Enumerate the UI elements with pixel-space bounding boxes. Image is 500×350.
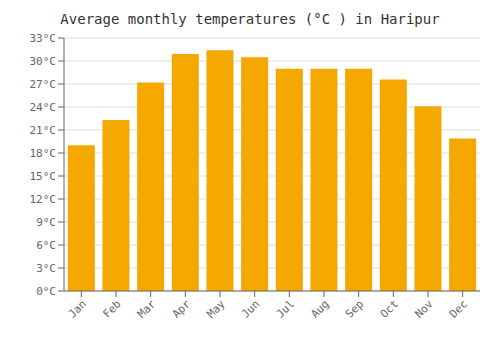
svg-text:Oct: Oct <box>378 297 401 320</box>
svg-text:Jan: Jan <box>66 297 89 320</box>
svg-text:18°C: 18°C <box>30 147 57 160</box>
svg-text:Nov: Nov <box>412 297 436 321</box>
svg-text:Mar: Mar <box>135 297 159 321</box>
svg-text:Jun: Jun <box>239 297 262 320</box>
svg-text:27°C: 27°C <box>30 78 57 91</box>
svg-text:30°C: 30°C <box>30 55 57 68</box>
svg-text:Aug: Aug <box>308 297 331 320</box>
svg-text:24°C: 24°C <box>30 101 57 114</box>
svg-text:0°C: 0°C <box>36 285 56 298</box>
svg-text:6°C: 6°C <box>36 239 56 252</box>
svg-text:9°C: 9°C <box>36 216 56 229</box>
svg-text:15°C: 15°C <box>30 170 57 183</box>
svg-text:Sep: Sep <box>343 297 366 320</box>
svg-text:33°C: 33°C <box>30 32 57 45</box>
svg-text:Dec: Dec <box>447 297 470 320</box>
svg-text:May: May <box>204 297 228 321</box>
svg-text:Jul: Jul <box>274 297 297 320</box>
svg-text:Feb: Feb <box>100 297 123 320</box>
svg-text:12°C: 12°C <box>30 193 57 206</box>
svg-text:3°C: 3°C <box>36 262 56 275</box>
svg-text:Apr: Apr <box>170 297 194 321</box>
svg-text:21°C: 21°C <box>30 124 57 137</box>
html-text:Average monthly temperatures (: Average monthly temperatures (°C ) in Ha… <box>60 11 440 27</box>
